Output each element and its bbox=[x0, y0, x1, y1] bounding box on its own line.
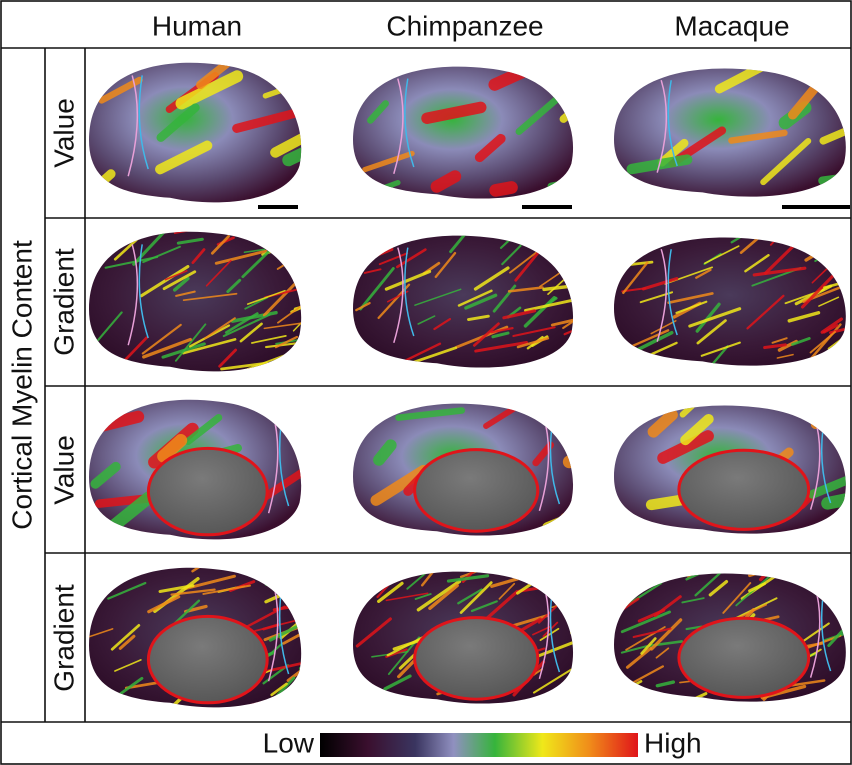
side-label: Cortical Myelin Content bbox=[6, 240, 37, 530]
surface-feature bbox=[274, 564, 289, 576]
surface-feature bbox=[149, 552, 194, 568]
surface-feature bbox=[279, 242, 306, 246]
surface-feature bbox=[295, 298, 332, 309]
surface-feature bbox=[834, 566, 849, 573]
medial-wall bbox=[679, 450, 809, 529]
column-header: Chimpanzee bbox=[386, 10, 543, 41]
surface-feature bbox=[571, 627, 597, 633]
surface-feature bbox=[355, 84, 367, 99]
colorbar bbox=[320, 733, 638, 757]
surface-feature bbox=[576, 298, 594, 308]
colorbar-low: Low bbox=[263, 727, 315, 758]
surface-feature bbox=[558, 564, 600, 584]
surface-feature bbox=[296, 577, 318, 602]
surface-feature bbox=[623, 71, 636, 85]
surface-feature bbox=[398, 228, 417, 238]
surface-feature bbox=[547, 563, 582, 590]
surface-feature bbox=[525, 577, 545, 581]
surface-feature bbox=[371, 241, 386, 248]
surface-feature bbox=[630, 554, 655, 575]
surface-feature bbox=[831, 589, 852, 599]
row-label: Value bbox=[48, 435, 79, 505]
surface-feature bbox=[263, 220, 308, 245]
surface-feature bbox=[820, 235, 847, 254]
surface-feature bbox=[816, 227, 852, 256]
surface-feature bbox=[518, 563, 563, 593]
surface-feature bbox=[304, 224, 319, 236]
surface-feature bbox=[815, 240, 852, 261]
surface-feature bbox=[821, 247, 852, 254]
surface-feature bbox=[806, 234, 850, 260]
brain-images bbox=[89, 49, 852, 708]
surface-feature bbox=[131, 224, 168, 233]
surface-feature bbox=[553, 241, 582, 259]
surface-feature bbox=[304, 222, 329, 241]
row-label: Value bbox=[48, 98, 79, 168]
surface-feature bbox=[285, 49, 312, 68]
surface-feature bbox=[567, 227, 581, 244]
surface-feature bbox=[298, 594, 323, 621]
surface-feature bbox=[568, 613, 619, 619]
surface-feature bbox=[815, 406, 838, 424]
surface-feature bbox=[552, 591, 600, 607]
surface-feature bbox=[519, 568, 532, 577]
surface-feature bbox=[825, 691, 840, 694]
surface-feature bbox=[618, 238, 652, 253]
medial-wall bbox=[679, 618, 809, 697]
row-label: Gradient bbox=[48, 248, 79, 356]
brain-surface bbox=[353, 236, 573, 368]
surface-feature bbox=[457, 219, 470, 234]
surface-feature bbox=[771, 220, 794, 244]
surface-feature bbox=[747, 231, 779, 237]
surface-feature bbox=[565, 506, 624, 517]
surface-feature bbox=[750, 561, 797, 575]
medial-wall bbox=[148, 616, 267, 702]
medial-wall bbox=[415, 618, 538, 700]
brain-surface bbox=[89, 63, 301, 203]
surface-feature bbox=[839, 237, 852, 241]
surface-feature bbox=[378, 183, 398, 190]
surface-feature bbox=[301, 665, 325, 668]
surface-feature bbox=[761, 554, 786, 580]
surface-feature bbox=[564, 225, 582, 242]
column-header: Human bbox=[152, 10, 242, 41]
surface-feature bbox=[122, 218, 150, 237]
surface-feature bbox=[569, 447, 605, 462]
colorbar-high: High bbox=[644, 727, 702, 758]
surface-feature bbox=[403, 394, 418, 404]
surface-feature bbox=[557, 237, 582, 267]
surface-feature bbox=[112, 533, 143, 572]
surface-feature bbox=[273, 570, 325, 588]
medial-wall bbox=[415, 450, 538, 532]
surface-feature bbox=[266, 572, 298, 584]
row-label: Gradient bbox=[48, 584, 79, 692]
surface-feature bbox=[536, 571, 547, 583]
medial-wall bbox=[148, 448, 267, 534]
surface-feature bbox=[572, 269, 616, 276]
surface-feature bbox=[573, 251, 584, 261]
figure: Human Chimpanzee Macaque Cortical Myelin… bbox=[0, 0, 852, 765]
surface-feature bbox=[300, 394, 341, 414]
surface-feature bbox=[278, 247, 314, 269]
surface-feature bbox=[563, 87, 602, 119]
surface-feature bbox=[354, 234, 396, 239]
surface-feature bbox=[302, 691, 335, 699]
surface-feature bbox=[496, 188, 512, 191]
surface-feature bbox=[132, 220, 162, 235]
brain-surface bbox=[353, 67, 573, 199]
surface-feature bbox=[623, 681, 641, 691]
column-header: Macaque bbox=[674, 10, 789, 41]
surface-feature bbox=[300, 685, 322, 688]
surface-feature bbox=[89, 174, 111, 194]
surface-feature bbox=[534, 565, 552, 580]
